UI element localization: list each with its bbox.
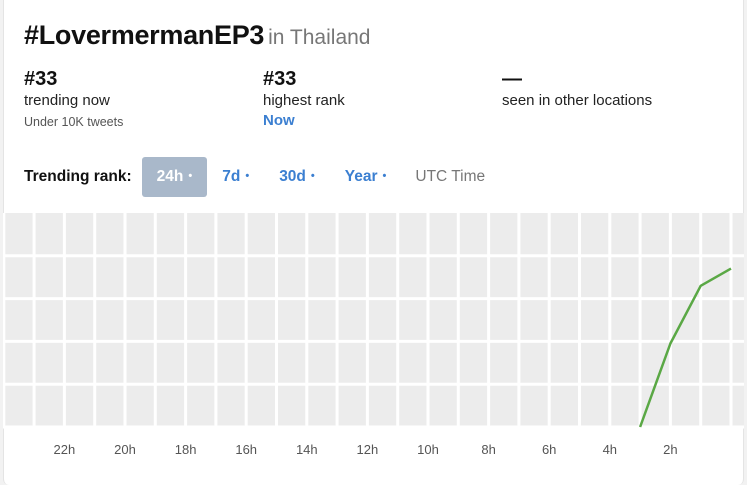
x-axis-ticks: 22h 20h 18h 16h 14h 12h 10h 8h 6h 4h 2h bbox=[54, 442, 678, 457]
chart-plot-area bbox=[3, 213, 744, 427]
trending-rank-controls: Trending rank: 24h • 7d • 30d • Year • UTC T… bbox=[24, 157, 485, 197]
highest-rank-label: highest rank bbox=[263, 92, 345, 109]
x-tick-label: 16h bbox=[235, 442, 257, 457]
x-tick-label: 6h bbox=[542, 442, 556, 457]
tab-24h[interactable]: 24h • bbox=[141, 157, 208, 197]
tab-dot-icon: • bbox=[310, 170, 315, 182]
other-locations-value: — bbox=[502, 68, 522, 90]
x-tick-label: 20h bbox=[114, 442, 136, 457]
tab-30d[interactable]: 30d • bbox=[264, 157, 330, 197]
current-rank-label: trending now bbox=[24, 92, 110, 109]
title-row: #LovermermanEP3 in Thailand bbox=[24, 20, 370, 51]
location-label: in Thailand bbox=[268, 26, 371, 49]
x-tick-label: 12h bbox=[357, 442, 379, 457]
x-tick-label: 18h bbox=[175, 442, 197, 457]
x-tick-label: 22h bbox=[54, 442, 76, 457]
stat-highest-rank: #33 highest rank Now bbox=[263, 68, 345, 130]
tab-30d-label: 30d bbox=[279, 168, 306, 185]
rank-series-line bbox=[638, 267, 732, 428]
x-tick-label: 4h bbox=[603, 442, 617, 457]
x-tick-label: 8h bbox=[481, 442, 495, 457]
chart-grid bbox=[3, 213, 744, 429]
chart-series bbox=[638, 267, 732, 428]
tab-dot-icon: • bbox=[188, 170, 193, 182]
other-locations-label: seen in other locations bbox=[502, 92, 653, 109]
hashtag-title: #LovermermanEP3 bbox=[24, 20, 265, 50]
x-tick-label: 14h bbox=[296, 442, 318, 457]
x-tick-label: 2h bbox=[663, 442, 677, 457]
tab-7d-label: 7d bbox=[222, 168, 241, 185]
tweet-volume: Under 10K tweets bbox=[24, 115, 124, 129]
stat-trending-now: #33 trending now Under 10K tweets bbox=[24, 68, 123, 131]
tab-dot-icon: • bbox=[245, 170, 250, 182]
highest-rank-time-link[interactable]: Now bbox=[263, 112, 295, 129]
highest-rank-value: #33 bbox=[263, 68, 297, 90]
trending-rank-label: Trending rank: bbox=[24, 168, 132, 185]
tab-dot-icon: • bbox=[382, 170, 387, 182]
x-tick-label: 10h bbox=[417, 442, 439, 457]
trending-rank-chart: 22h 20h 18h 16h 14h 12h 10h 8h 6h 4h 2h bbox=[3, 213, 744, 457]
current-rank-value: #33 bbox=[24, 68, 58, 90]
tab-24h-label: 24h bbox=[156, 168, 184, 185]
timezone-toggle[interactable]: UTC Time bbox=[415, 168, 486, 185]
stat-other-locations: — seen in other locations bbox=[502, 68, 652, 112]
tab-7d[interactable]: 7d • bbox=[207, 157, 264, 197]
tab-year[interactable]: Year • bbox=[330, 157, 402, 197]
tab-year-label: Year bbox=[344, 168, 378, 185]
